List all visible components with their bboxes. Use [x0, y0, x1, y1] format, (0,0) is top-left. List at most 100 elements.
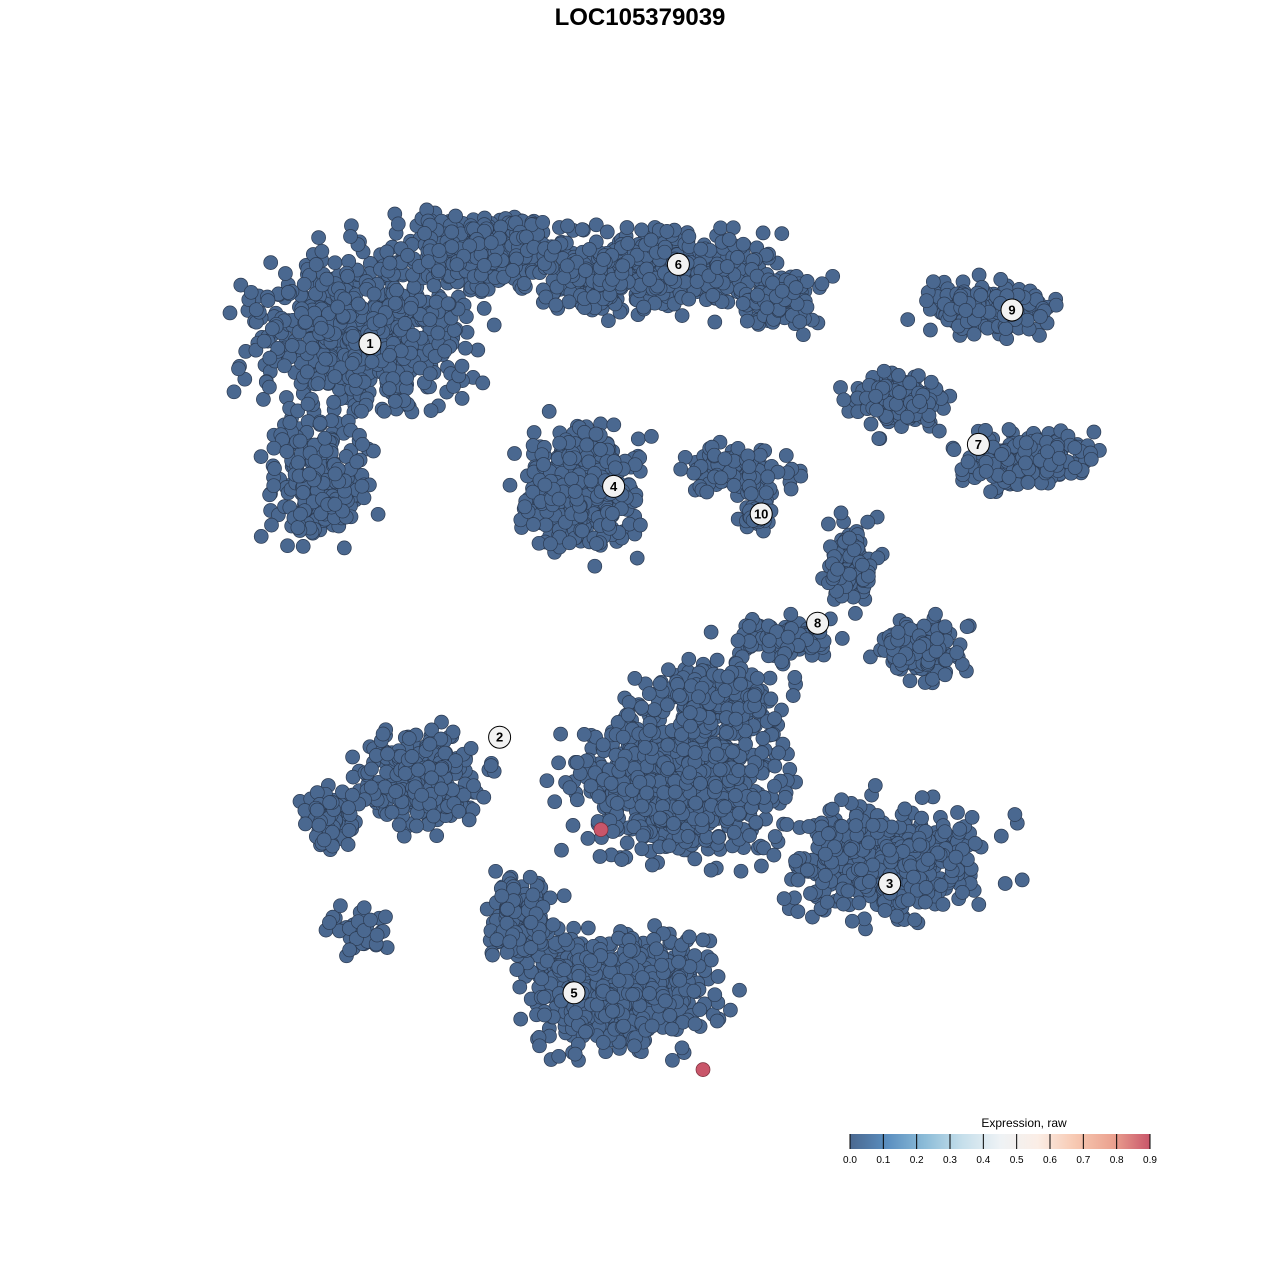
data-point: [476, 301, 492, 316]
data-point: [848, 606, 863, 621]
data-point: [687, 851, 703, 867]
data-point: [730, 633, 746, 648]
data-point: [264, 321, 280, 337]
data-point: [431, 243, 447, 258]
data-point: [290, 455, 306, 471]
data-point: [830, 561, 845, 577]
data-point: [551, 755, 566, 771]
points-layer: [222, 202, 1107, 1077]
data-point: [733, 676, 748, 692]
data-point: [280, 538, 295, 554]
data-point: [466, 778, 481, 794]
data-point: [345, 328, 361, 344]
data-point: [298, 314, 313, 330]
data-point: [327, 369, 343, 385]
data-point: [582, 242, 597, 257]
data-point: [719, 259, 735, 274]
data-point: [712, 762, 728, 778]
data-point: [857, 911, 872, 927]
data-point: [369, 927, 385, 943]
data-point: [444, 239, 460, 255]
data-point: [707, 314, 723, 330]
data-point: [409, 818, 424, 834]
data-point: [641, 686, 657, 702]
data-point: [703, 624, 719, 640]
data-point: [347, 373, 363, 388]
data-point: [735, 236, 751, 252]
data-point: [391, 817, 407, 833]
data-point: [635, 828, 651, 844]
data-point: [282, 415, 298, 430]
data-point: [298, 816, 313, 832]
data-point: [771, 745, 786, 761]
data-point: [300, 396, 316, 412]
data-point: [278, 266, 293, 281]
data-point: [433, 781, 449, 797]
data-point: [728, 788, 743, 803]
data-point: [747, 688, 762, 703]
data-point: [1083, 451, 1099, 467]
data-point: [340, 837, 356, 852]
data-point: [372, 313, 388, 328]
data-point: [671, 800, 687, 815]
data-point: [735, 296, 751, 311]
data-point: [370, 506, 386, 522]
data-point: [536, 457, 551, 472]
data-point: [890, 624, 906, 640]
data-point: [454, 391, 470, 406]
data-point: [615, 729, 631, 745]
data-point: [919, 293, 934, 309]
data-point: [389, 282, 404, 298]
data-point: [958, 303, 973, 318]
data-point: [761, 633, 777, 648]
data-point: [588, 217, 604, 233]
data-point: [629, 550, 645, 566]
data-point: [302, 466, 317, 482]
data-point: [364, 761, 379, 777]
data-point: [574, 222, 590, 237]
data-point: [928, 643, 944, 659]
data-point: [354, 403, 369, 419]
data-point: [774, 226, 790, 241]
data-point: [440, 296, 456, 312]
data-point: [681, 291, 697, 307]
data-point: [994, 447, 1009, 462]
data-point: [447, 322, 462, 338]
data-point: [659, 224, 675, 239]
data-point: [562, 780, 578, 796]
data-point: [561, 294, 577, 310]
data-point: [336, 540, 352, 556]
data-point: [763, 691, 779, 707]
data-point: [755, 225, 771, 241]
data-point: [327, 466, 343, 482]
data-point: [313, 320, 329, 336]
data-point: [860, 514, 876, 530]
data-point: [717, 683, 733, 698]
data-point: [693, 776, 708, 791]
data-point: [634, 798, 650, 814]
data-point: [414, 787, 430, 803]
data-point: [226, 384, 242, 400]
data-point: [606, 417, 622, 433]
data-point: [562, 451, 578, 466]
data-point: [317, 430, 333, 446]
data-point: [517, 499, 533, 515]
data-point: [966, 326, 982, 342]
data-point: [785, 688, 801, 703]
data-point: [256, 333, 272, 349]
data-point: [609, 795, 625, 811]
data-point: [279, 444, 295, 459]
data-point: [825, 268, 841, 284]
data-point: [787, 670, 803, 685]
data-point: [1001, 470, 1017, 485]
data-point: [422, 736, 438, 752]
data-point: [652, 810, 668, 826]
data-point: [403, 300, 419, 316]
data-point: [589, 536, 604, 552]
data-point: [444, 224, 460, 240]
data-point: [277, 358, 292, 374]
data-point: [405, 327, 421, 343]
data-point: [388, 784, 404, 799]
data-point: [637, 739, 653, 755]
data-point: [476, 258, 492, 273]
